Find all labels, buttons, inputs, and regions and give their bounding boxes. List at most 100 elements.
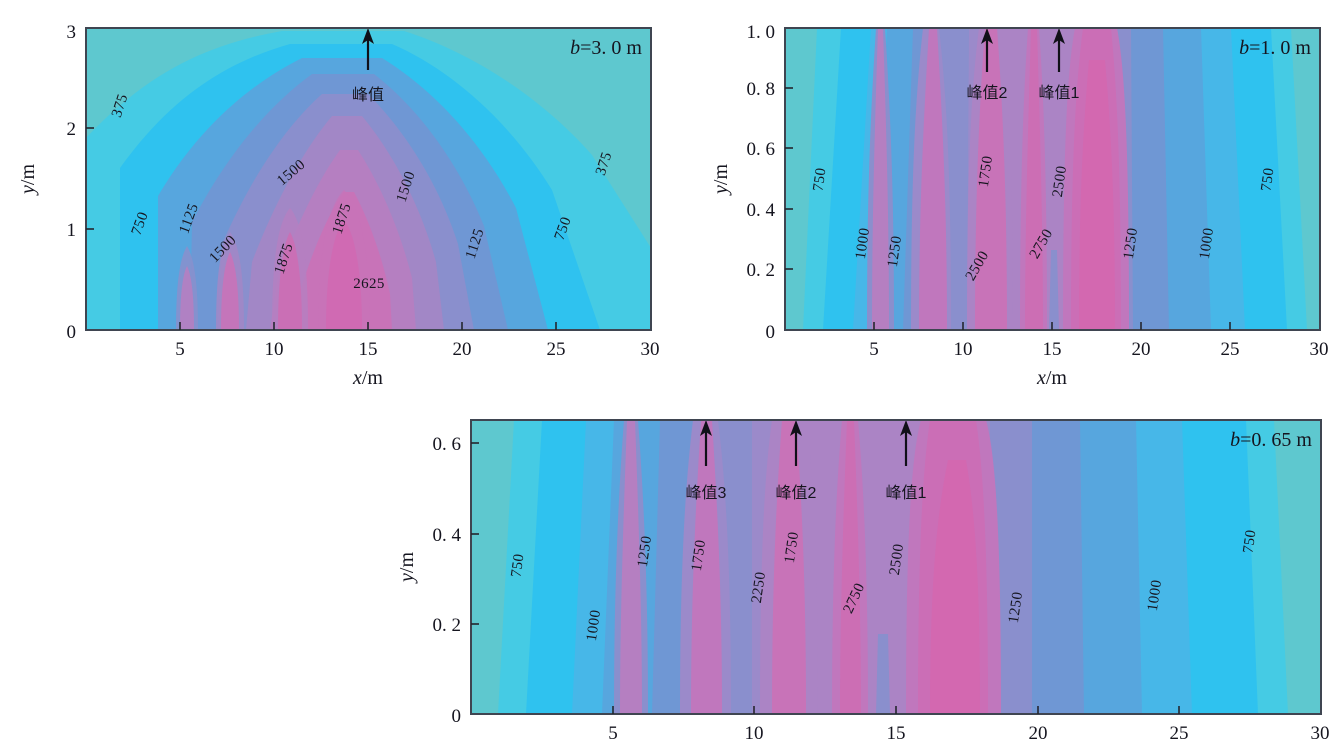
contour-label: 1750 [689,539,709,573]
panel-b-3-0: 375 375 750 750 1125 1125 1500 1500 1500… [0,0,671,390]
svg-text:2: 2 [67,119,77,140]
contour-fill-area [785,28,1320,330]
svg-text:1. 0: 1. 0 [747,22,776,43]
peak-arrow-head [1053,28,1065,44]
contour-label: 1750 [782,531,802,565]
panel-b-1-0: 750 750 1000 1000 1250 1250 1750 2500 25… [671,0,1342,390]
peak-annotation-group: 峰值 [352,28,384,104]
contour-label: 750 [1258,167,1277,193]
panel-b-value-label: b=0. 65 m [1230,429,1312,451]
svg-text:0. 2: 0. 2 [747,260,776,281]
y-axis-labels: 0 1 2 3 [67,22,77,343]
contour-label: 2500 [1050,165,1070,199]
svg-text:25: 25 [1170,723,1189,744]
peak-label: 峰值1 [1039,84,1080,102]
contour-label: 2625 [353,276,385,292]
contour-label: 2250 [749,571,769,605]
contour-fill-area [471,420,1321,714]
peak-arrow-head [981,28,993,44]
svg-text:0: 0 [67,322,77,343]
peak-label: 峰值2 [776,484,817,502]
x-axis-labels: 5 10 15 20 25 30 [869,339,1328,360]
svg-text:0. 8: 0. 8 [747,79,776,100]
svg-text:0: 0 [452,706,462,727]
x-axis-labels: 5 10 15 20 25 30 [175,339,659,360]
svg-text:10: 10 [745,723,764,744]
contour-plot-b-3-0: 375 375 750 750 1125 1125 1500 1500 1500… [17,22,660,389]
x-tick-group [612,706,1180,714]
contour-label-group: 750 750 1000 1000 1250 1250 1750 1750 22… [508,529,1259,643]
contour-label: 750 [508,553,527,579]
contour-label: 375 [593,150,616,177]
svg-text:0. 2: 0. 2 [433,615,462,636]
peak-arrow-head [362,28,374,44]
svg-text:0. 4: 0. 4 [433,525,462,546]
peak-annotation-group: 峰值3 峰值2 峰值1 [686,420,927,502]
peak-label: 峰值1 [886,484,927,502]
contour-label: 1000 [1145,579,1165,613]
x-axis-labels: 5 10 15 20 25 30 [608,723,1329,744]
svg-text:30: 30 [1310,339,1329,360]
peak-label: 峰值 [352,86,384,104]
svg-text:20: 20 [1132,339,1151,360]
peak-label: 峰值2 [967,84,1008,102]
x-tick-group [179,322,557,330]
svg-text:0. 6: 0. 6 [747,139,776,160]
y-tick-group [471,442,479,625]
svg-text:10: 10 [954,339,973,360]
svg-text:25: 25 [547,339,566,360]
svg-text:15: 15 [1043,339,1062,360]
svg-text:3: 3 [67,22,77,43]
contour-plot-b-1-0: 750 750 1000 1000 1250 1250 1750 2500 25… [710,22,1329,389]
contour-label: 375 [109,92,132,119]
contour-label: 1750 [976,155,996,189]
contour-fill-area [86,28,651,330]
y-axis-title: y/m [710,164,732,196]
svg-text:0: 0 [766,322,776,343]
y-axis-title: y/m [17,164,39,196]
svg-text:15: 15 [887,723,906,744]
contour-label: 750 [552,215,575,243]
contour-label: 1250 [885,235,905,269]
svg-text:20: 20 [1029,723,1048,744]
x-axis-title: x/m [352,367,383,389]
svg-text:25: 25 [1221,339,1240,360]
svg-text:10: 10 [265,339,284,360]
contour-label: 750 [1240,529,1259,555]
contour-label: 1250 [635,535,655,569]
svg-text:30: 30 [641,339,660,360]
contour-label: 1000 [1197,227,1217,261]
contour-label: 1250 [1006,591,1026,625]
contour-label: 1000 [584,609,604,643]
contour-label: 750 [810,167,829,193]
svg-text:0. 4: 0. 4 [747,200,776,221]
contour-label: 2500 [887,543,907,577]
svg-text:5: 5 [175,339,185,360]
x-axis-title: x/m [1036,367,1067,389]
panel-b-0-65: 750 750 1000 1000 1250 1250 1750 1750 22… [336,390,1342,750]
x-tick-group [873,322,1231,330]
y-axis-title: y/m [396,552,418,584]
contour-label: 1000 [853,227,873,261]
svg-text:1: 1 [67,220,77,241]
contour-label: 1250 [1121,227,1141,261]
svg-text:30: 30 [1311,723,1330,744]
svg-text:5: 5 [869,339,879,360]
y-axis-labels: 0 0. 2 0. 4 0. 6 [433,434,462,727]
y-tick-group [785,87,793,270]
panel-b-value-label: b=3. 0 m [570,37,642,59]
contour-label: 750 [129,210,152,238]
y-tick-group [86,127,94,230]
svg-text:20: 20 [453,339,472,360]
svg-text:15: 15 [359,339,378,360]
peak-arrow-head [790,420,802,436]
peak-annotation-group: 峰值2 峰值1 [967,28,1080,102]
peak-arrow-head [900,420,912,436]
peak-arrow-head [700,420,712,436]
panel-b-value-label: b=1. 0 m [1239,37,1311,59]
svg-text:0. 6: 0. 6 [433,434,462,455]
svg-text:5: 5 [608,723,618,744]
peak-label: 峰值3 [686,484,727,502]
y-axis-labels: 0 0. 2 0. 4 0. 6 0. 8 1. 0 [747,22,776,343]
contour-plot-b-0-65: 750 750 1000 1000 1250 1250 1750 1750 22… [396,419,1330,744]
